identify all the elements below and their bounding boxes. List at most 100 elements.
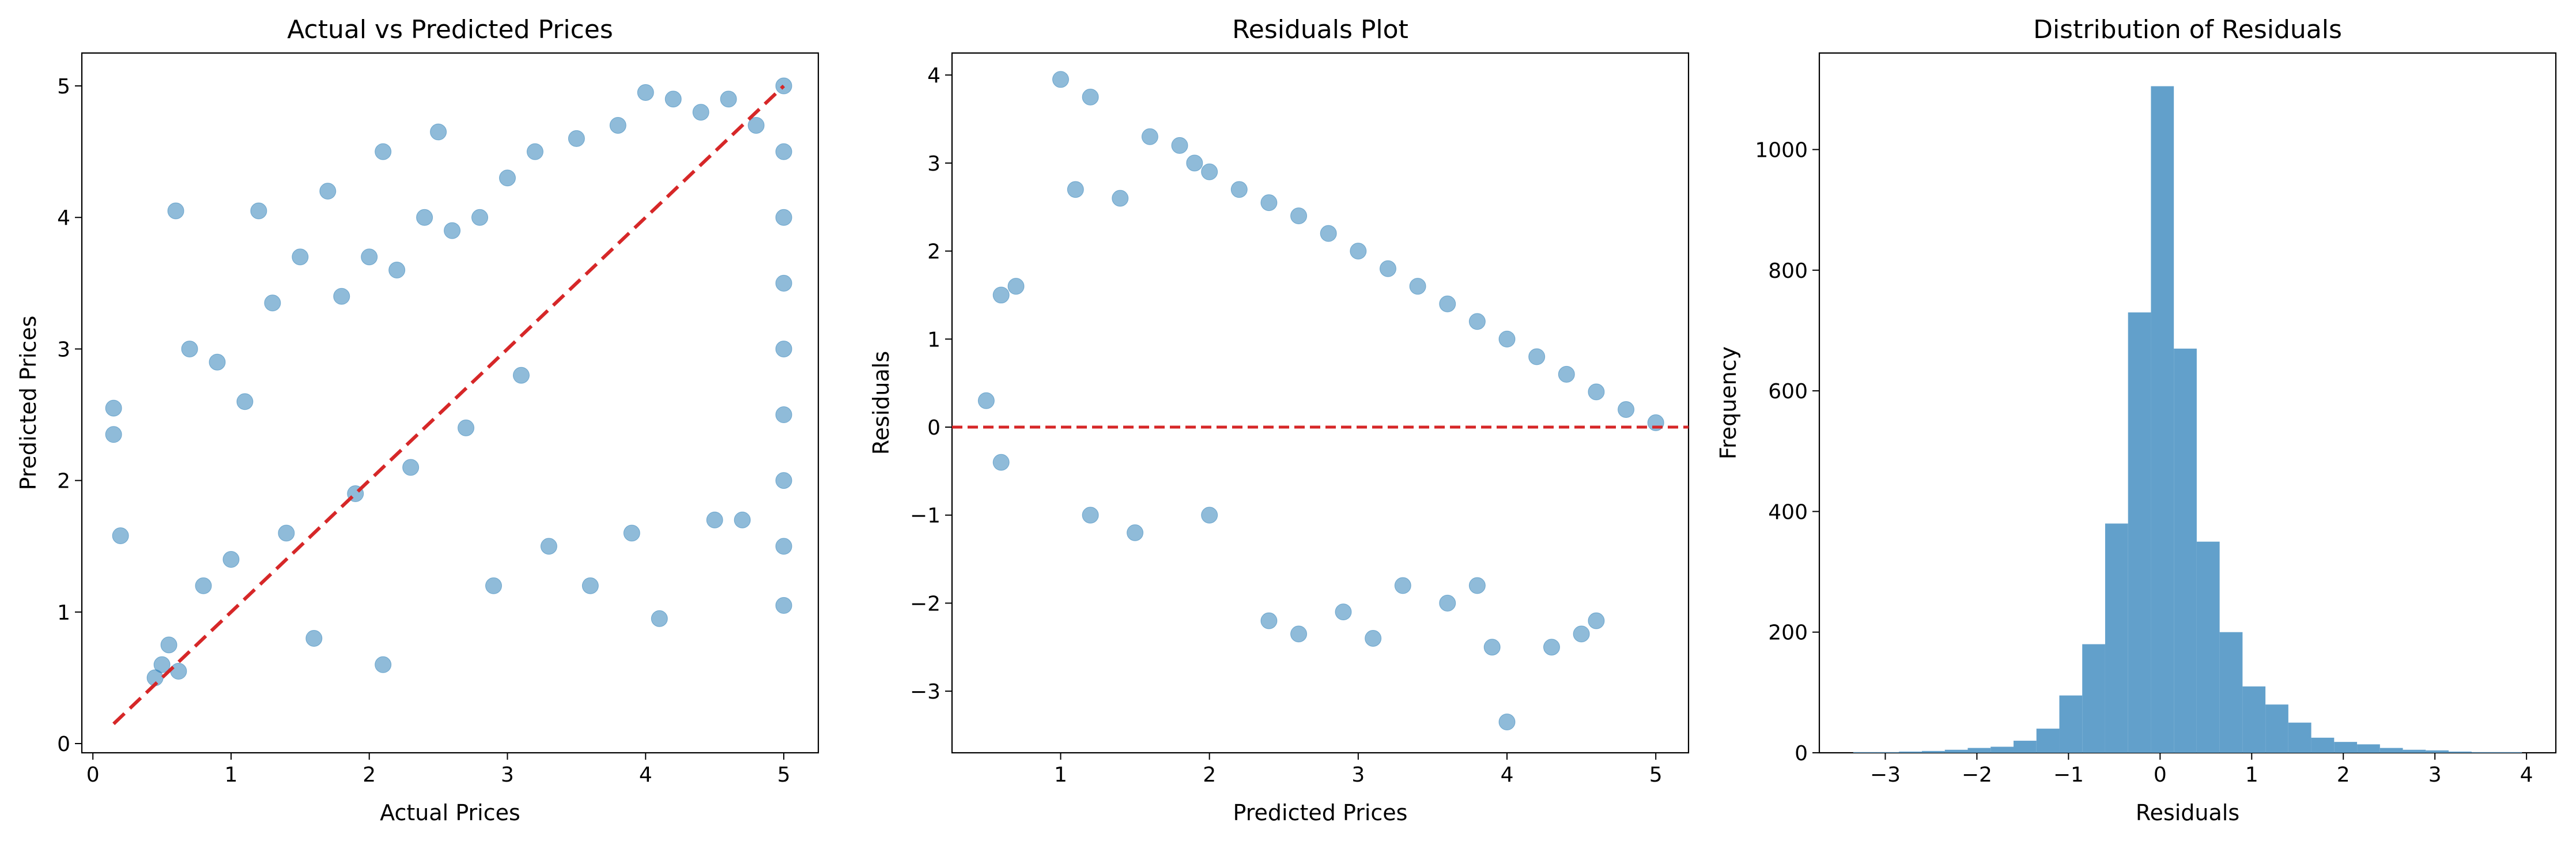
reference-layer: [112, 84, 785, 725]
data-point: [637, 84, 654, 101]
scatter-chart-actual-vs-predicted: Actual vs Predicted Prices Actual Prices…: [16, 15, 819, 825]
data-point: [153, 656, 171, 673]
data-point: [105, 399, 122, 417]
histogram-bar: [2128, 312, 2151, 753]
data-point: [1528, 348, 1546, 365]
data-point: [623, 525, 640, 542]
y-tick-label: 800: [1768, 259, 1808, 283]
data-point: [651, 610, 668, 627]
data-point: [402, 459, 420, 476]
data-point: [775, 143, 792, 160]
y-tick-label: 4: [927, 64, 940, 88]
data-point: [1335, 603, 1352, 621]
data-point: [1573, 625, 1590, 643]
ticks-layer: 1 2 3 4 5 −3 −2 −1 0 1 2 3 4: [910, 64, 1663, 787]
histogram-bar: [2403, 749, 2426, 753]
histogram-bar: [2151, 86, 2174, 753]
data-point: [209, 353, 226, 371]
data-point: [333, 288, 350, 305]
y-tick-label: 1: [57, 601, 70, 625]
data-point: [222, 551, 240, 568]
data-point: [250, 202, 267, 220]
data-point: [992, 454, 1010, 471]
x-tick-label: 4: [1501, 763, 1514, 787]
data-point: [1498, 714, 1516, 731]
histogram-bar: [1922, 750, 1945, 753]
plot-area-frame: [951, 52, 1690, 754]
data-point: [747, 117, 765, 134]
histogram-bar: [2059, 695, 2083, 753]
histogram-bar: [1967, 748, 1991, 753]
x-tick-label: 4: [2520, 763, 2533, 787]
data-point: [1290, 208, 1308, 225]
data-point: [1052, 71, 1069, 88]
x-tick-label: 1: [2245, 763, 2258, 787]
data-point: [977, 392, 995, 409]
data-point: [264, 295, 281, 312]
data-point: [1439, 594, 1456, 612]
x-tick-label: 2: [362, 763, 376, 787]
x-tick-label: 4: [639, 763, 652, 787]
scatter-chart-residuals: Residuals Plot Predicted Prices Residual…: [868, 15, 1690, 825]
x-tick-label: 2: [1203, 763, 1216, 787]
data-point: [1067, 181, 1084, 198]
data-point: [319, 183, 337, 200]
y-tick-label: 400: [1768, 500, 1808, 524]
data-point: [430, 123, 447, 141]
data-point: [1543, 639, 1560, 656]
x-tick-label: 1: [1054, 763, 1067, 787]
histogram-bar: [2105, 523, 2128, 753]
histogram-bar: [2265, 704, 2288, 753]
data-point: [375, 143, 392, 160]
x-tick-label: 3: [1351, 763, 1365, 787]
data-point: [609, 117, 626, 134]
data-point: [1171, 137, 1188, 154]
data-point: [167, 202, 184, 220]
histogram-bar: [2426, 750, 2449, 753]
data-point: [512, 367, 530, 384]
chart-title: Actual vs Predicted Prices: [287, 15, 613, 44]
data-point: [305, 629, 323, 647]
x-tick-label: 3: [501, 763, 514, 787]
data-point: [1498, 330, 1516, 348]
x-tick-label: −2: [1962, 763, 1992, 787]
histogram-bar: [2219, 632, 2243, 753]
histogram-bar: [2311, 737, 2335, 753]
data-point: [1141, 128, 1158, 145]
data-point: [170, 663, 187, 680]
histogram-bar: [2357, 744, 2380, 753]
x-tick-label: 0: [2154, 763, 2167, 787]
data-point: [664, 90, 682, 108]
y-tick-label: −1: [910, 504, 940, 528]
y-axis-label: Residuals: [868, 351, 894, 455]
data-point: [706, 511, 723, 529]
data-point: [278, 525, 295, 542]
y-tick-label: 4: [57, 206, 70, 230]
histogram-bar: [2174, 348, 2197, 753]
data-point: [1260, 194, 1278, 212]
chart-title: Residuals Plot: [1232, 15, 1408, 44]
y-tick-label: −3: [910, 680, 940, 704]
data-point: [1201, 163, 1218, 180]
data-point: [1127, 524, 1144, 541]
data-point: [416, 209, 433, 226]
data-point: [181, 340, 198, 357]
data-point: [1483, 639, 1501, 656]
data-point: [775, 406, 792, 424]
data-point: [499, 169, 516, 187]
data-point: [992, 286, 1010, 304]
data-point: [388, 262, 406, 279]
histogram-bar: [1944, 749, 1968, 753]
data-point: [1468, 577, 1486, 594]
histogram-chart-residuals: Distribution of Residuals Residuals Freq…: [1716, 15, 2557, 825]
histogram-bar: [2036, 729, 2060, 753]
data-point: [160, 636, 177, 654]
y-tick-label: 1000: [1755, 138, 1808, 162]
data-point: [195, 577, 212, 594]
data-point: [775, 538, 792, 555]
data-point: [485, 577, 503, 594]
data-point: [1112, 190, 1129, 207]
data-point: [1409, 278, 1426, 295]
y-tick-label: 3: [57, 338, 70, 361]
y-tick-label: 600: [1768, 380, 1808, 403]
